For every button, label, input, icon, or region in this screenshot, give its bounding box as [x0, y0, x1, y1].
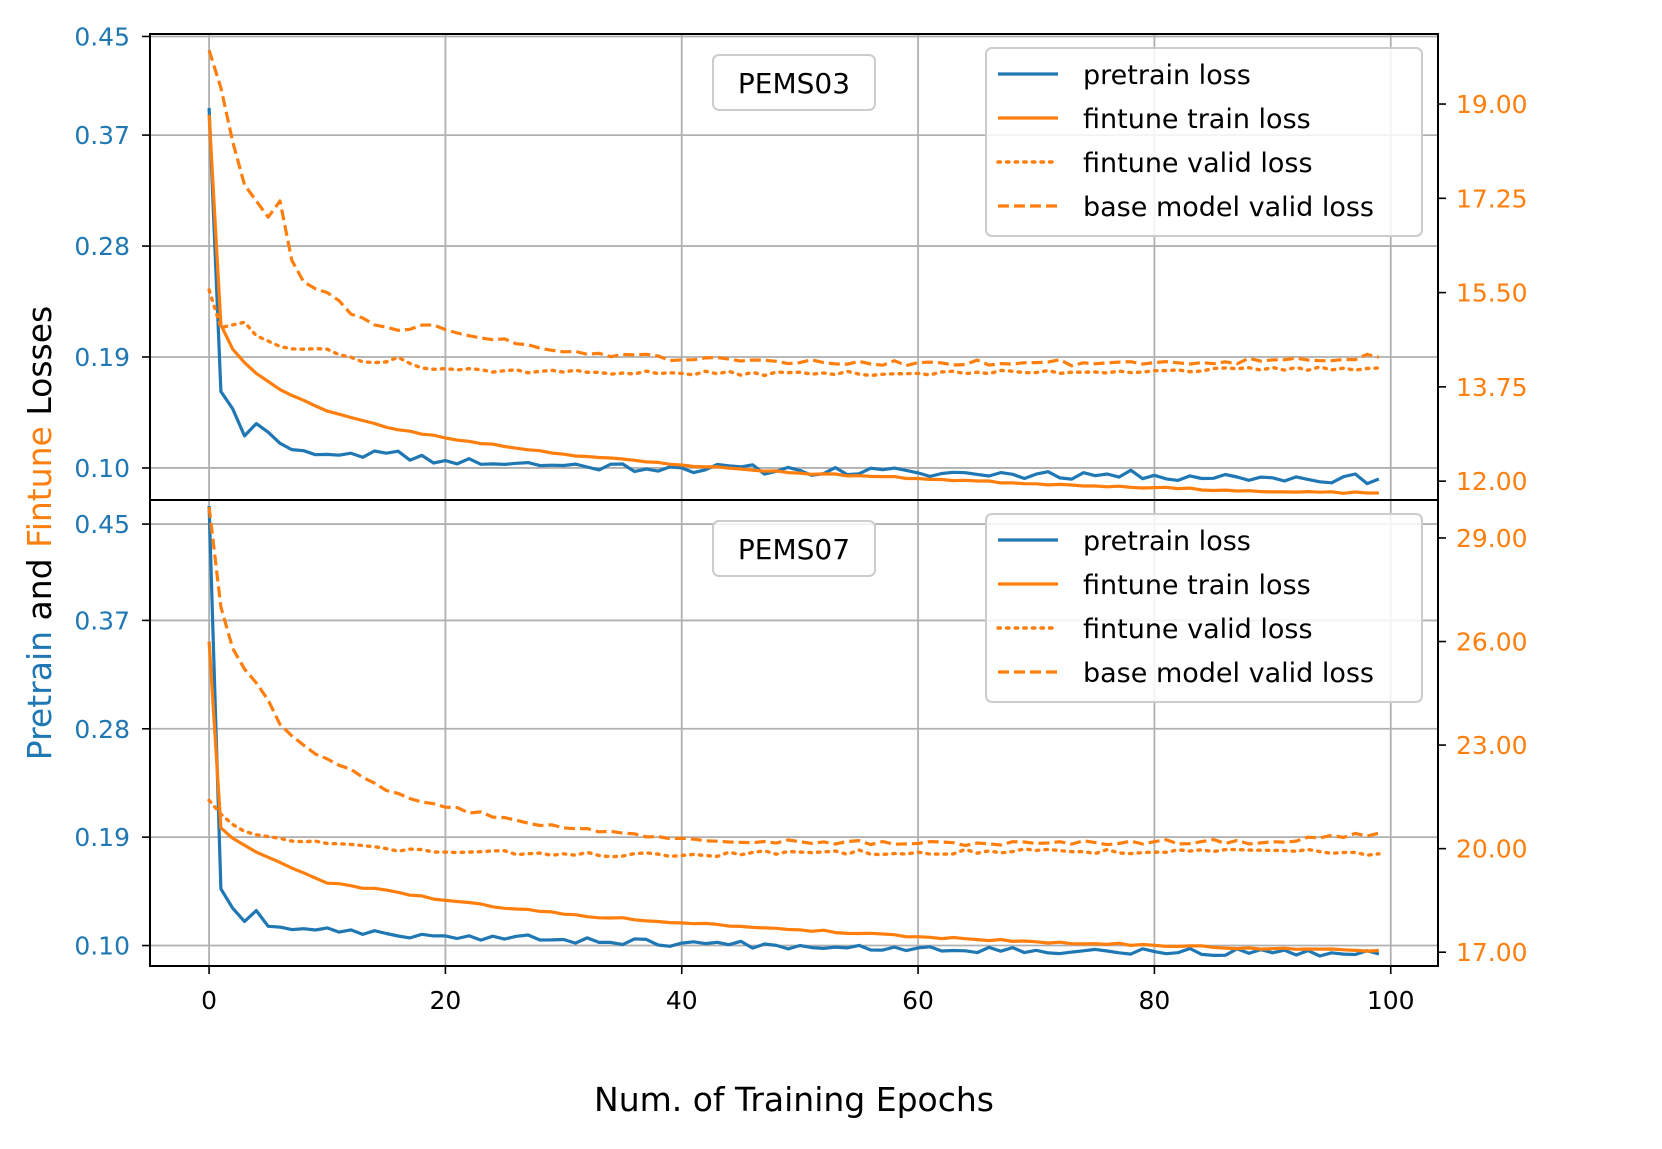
- tick-label-x: 20: [430, 986, 462, 1015]
- series-line-fintune-valid-loss: [207, 798, 1381, 859]
- dataset-name: PEMS03: [738, 67, 850, 100]
- tick-label-right: 17.25: [1456, 184, 1528, 213]
- series-line-fintune-train-loss: [207, 641, 1379, 953]
- panel-pems07: 0.10 0.19 0.28 0.37 0.45 17.00 20.00 23.00 26.0…: [74, 499, 1528, 967]
- x-axis-label: Num. of Training Epochs: [594, 1080, 994, 1119]
- y-axis-label-part: Pretrain: [20, 631, 59, 760]
- ticks-left-pems07: 0.10 0.19 0.28 0.37 0.45: [74, 510, 150, 961]
- tick-label-left: 0.28: [74, 232, 130, 261]
- y-axis-label-part: Losses: [20, 306, 59, 426]
- series-line-pretrain-loss: [207, 505, 1380, 958]
- tick-label-left: 0.10: [74, 454, 130, 483]
- tick-label-right: 26.00: [1456, 628, 1528, 657]
- tick-label-right: 29.00: [1456, 524, 1528, 553]
- ticks-right-pems07: 17.00 20.00 23.00 26.00 29.00: [1438, 524, 1528, 967]
- legend-pems03: pretrain loss fintune train loss fintune v…: [985, 47, 1423, 237]
- tick-label-x: 40: [666, 986, 698, 1015]
- legend-box: [985, 47, 1423, 237]
- legend-label: fintune train loss: [1083, 570, 1311, 601]
- series-line-fintune-train-loss: [207, 114, 1379, 495]
- series-line-pretrain-loss: [207, 107, 1380, 486]
- tick-label-left: 0.45: [74, 510, 130, 539]
- series-pems07: [207, 505, 1381, 958]
- tick-label-x: 100: [1367, 986, 1415, 1015]
- legend-label: base model valid loss: [1083, 192, 1374, 223]
- tick-label-left: 0.10: [74, 932, 130, 961]
- tick-label-left: 0.37: [74, 121, 130, 150]
- tick-label-left: 0.28: [74, 715, 130, 744]
- legend-label: fintune valid loss: [1083, 148, 1313, 179]
- tick-label-left: 0.45: [74, 22, 130, 51]
- dataset-label-pems03: PEMS03: [712, 54, 876, 111]
- series-pems03: [207, 49, 1381, 495]
- legend-label: pretrain loss: [1083, 526, 1251, 557]
- ticks-left-pems03: 0.10 0.19 0.28 0.37 0.45: [74, 22, 150, 483]
- dataset-name: PEMS07: [738, 533, 850, 566]
- tick-label-right: 23.00: [1456, 731, 1528, 760]
- tick-label-right: 13.75: [1456, 373, 1528, 402]
- tick-label-right: 20.00: [1456, 835, 1528, 864]
- dataset-label-pems07: PEMS07: [712, 520, 876, 577]
- legend-pems07: pretrain loss fintune train loss fintune v…: [985, 513, 1423, 703]
- frame-pems07: [149, 499, 1439, 967]
- legend-label: fintune train loss: [1083, 104, 1311, 135]
- tick-label-right: 17.00: [1456, 938, 1528, 967]
- dataset-box: [712, 520, 876, 577]
- legend-box: [985, 513, 1423, 703]
- tick-label-left: 0.19: [74, 823, 130, 852]
- dataset-box: [712, 54, 876, 111]
- x-axis: 0 20 40 60 80 100: [201, 966, 1415, 1015]
- series-line-fintune-valid-loss: [207, 288, 1381, 378]
- series-line-base-model-valid-loss: [207, 506, 1380, 848]
- ticks-right-pems03: 12.00 13.75 15.50 17.25 19.00: [1438, 90, 1528, 496]
- tick-label-right: 19.00: [1456, 90, 1528, 119]
- tick-label-x: 80: [1138, 986, 1170, 1015]
- tick-label-left: 0.19: [74, 343, 130, 372]
- series-line-base-model-valid-loss: [207, 49, 1380, 368]
- tick-label-x: 60: [902, 986, 934, 1015]
- tick-label-x: 0: [201, 986, 217, 1015]
- legend-label: base model valid loss: [1083, 658, 1374, 689]
- tick-label-right: 12.00: [1456, 467, 1528, 496]
- y-axis-label-part: and: [20, 548, 59, 631]
- y-axis-label-part: Fintune: [20, 426, 59, 548]
- tick-label-right: 15.50: [1456, 279, 1528, 308]
- legend-label: pretrain loss: [1083, 60, 1251, 91]
- legend-label: fintune valid loss: [1083, 614, 1313, 645]
- y-axis-label: Pretrain and Fintune Losses: [20, 306, 59, 760]
- tick-label-left: 0.37: [74, 606, 130, 635]
- panel-pems03: 0.10 0.19 0.28 0.37 0.45 12.00 13.75 15.50 17.2…: [74, 22, 1528, 501]
